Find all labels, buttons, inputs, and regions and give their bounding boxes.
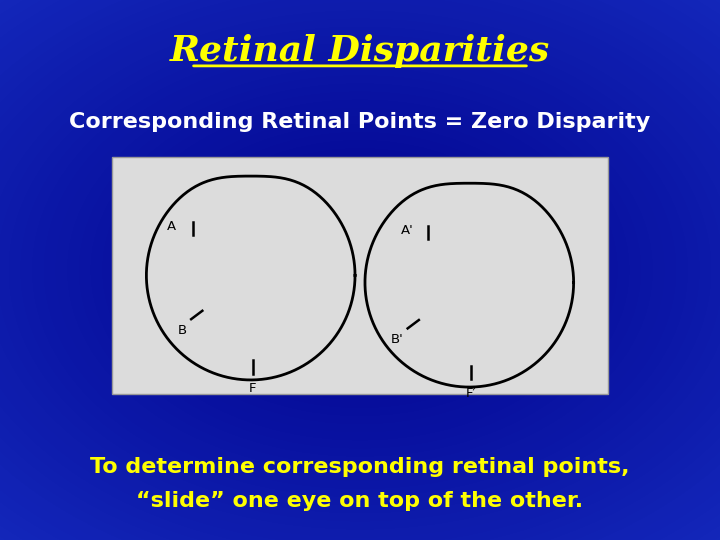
Ellipse shape — [138, 116, 582, 424]
Ellipse shape — [243, 189, 477, 351]
Ellipse shape — [302, 230, 418, 310]
Text: Retinal Disparities: Retinal Disparities — [170, 35, 550, 68]
Text: B': B' — [390, 333, 403, 346]
Ellipse shape — [91, 84, 629, 456]
Ellipse shape — [313, 238, 407, 302]
Ellipse shape — [0, 19, 720, 521]
Bar — [112, 157, 608, 394]
Ellipse shape — [348, 262, 372, 278]
Ellipse shape — [32, 43, 688, 497]
Ellipse shape — [325, 246, 395, 294]
Ellipse shape — [208, 165, 512, 375]
Ellipse shape — [68, 68, 652, 472]
Ellipse shape — [173, 140, 547, 400]
Ellipse shape — [289, 221, 431, 319]
Text: B: B — [178, 323, 186, 336]
Ellipse shape — [278, 213, 442, 327]
Ellipse shape — [231, 181, 489, 359]
Ellipse shape — [161, 132, 559, 408]
Ellipse shape — [255, 197, 465, 343]
Ellipse shape — [337, 254, 384, 286]
Text: “slide” one eye on top of the other.: “slide” one eye on top of the other. — [136, 491, 584, 511]
Ellipse shape — [150, 124, 571, 416]
Ellipse shape — [21, 35, 699, 505]
Ellipse shape — [55, 59, 665, 481]
Ellipse shape — [79, 76, 641, 464]
Ellipse shape — [44, 51, 676, 489]
Ellipse shape — [114, 100, 606, 440]
Ellipse shape — [9, 27, 711, 513]
Text: F: F — [249, 382, 256, 395]
Text: Corresponding Retinal Points = Zero Disparity: Corresponding Retinal Points = Zero Disp… — [69, 111, 651, 132]
Ellipse shape — [0, 11, 720, 529]
Ellipse shape — [184, 148, 536, 392]
Text: F′: F′ — [466, 387, 477, 400]
Ellipse shape — [266, 205, 454, 335]
Ellipse shape — [126, 108, 594, 432]
Ellipse shape — [220, 173, 500, 367]
Ellipse shape — [102, 92, 618, 448]
Text: A: A — [167, 220, 176, 233]
Ellipse shape — [0, 3, 720, 537]
Text: To determine corresponding retinal points,: To determine corresponding retinal point… — [90, 457, 630, 477]
Ellipse shape — [196, 157, 523, 383]
Text: A': A' — [401, 224, 413, 237]
